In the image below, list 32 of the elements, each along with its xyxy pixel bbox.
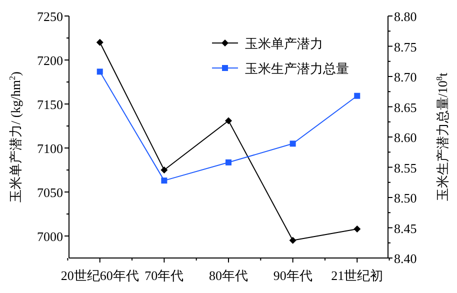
y-tick-label: 7250 [37, 9, 63, 24]
point [225, 117, 232, 124]
y-tick-label: 7100 [37, 141, 63, 156]
legend-label: 玉米生产潜力总量 [245, 61, 349, 76]
point [354, 225, 361, 232]
y-tick-label: 7050 [37, 185, 63, 200]
y2-tick-label: 8.50 [394, 190, 417, 206]
point [289, 236, 296, 244]
legend-label: 玉米单产潜力 [245, 36, 323, 51]
point [96, 38, 104, 46]
x-tick-label: 20世纪60年代 [60, 268, 139, 283]
y2-tick-label: 8.70 [394, 70, 417, 84]
y2-tick-label: 8.55 [394, 160, 417, 176]
y-tick-label: 7150 [37, 97, 63, 112]
x-tick-label: 90年代 [273, 268, 312, 283]
point [354, 92, 360, 99]
y2-tick-label: 8.65 [394, 100, 417, 115]
y2-tick-label: 8.80 [394, 9, 417, 24]
point [160, 166, 168, 174]
y-tick-label: 7000 [37, 229, 63, 244]
x-tick-label: 21世纪初 [331, 268, 384, 283]
point [161, 178, 168, 184]
y2-tick-label: 8.40 [394, 251, 417, 266]
y-tick-label: 7200 [37, 53, 63, 68]
x-tick-label: 80年代 [209, 268, 248, 283]
point [290, 140, 296, 147]
y2-tick-label: 8.60 [394, 130, 417, 145]
x-tick-label: 70年代 [144, 268, 184, 283]
y2-tick-label: 8.75 [394, 39, 417, 54]
y2-tick-label: 8.45 [394, 220, 417, 236]
point [96, 68, 103, 75]
point [226, 159, 232, 166]
